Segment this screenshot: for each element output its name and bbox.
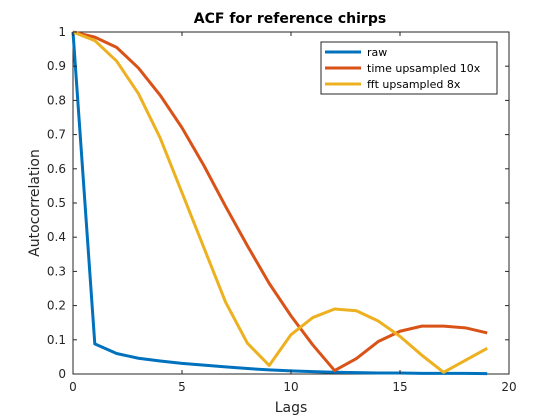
y-tick-label: 0.8 — [47, 93, 66, 107]
y-tick-label: 0.9 — [47, 59, 66, 73]
x-tick-label: 10 — [283, 380, 298, 394]
series-group — [71, 30, 488, 376]
legend-entry-1: time upsampled 10x — [367, 62, 481, 75]
y-tick-label: 0.6 — [47, 162, 66, 176]
x-tick-label: 5 — [178, 380, 186, 394]
x-tick-label: 15 — [392, 380, 407, 394]
legend: raw time upsampled 10x fft upsampled 8x — [320, 41, 498, 95]
y-tick-label: 0.4 — [47, 230, 66, 244]
series-line-2 — [72, 30, 488, 374]
y-tick-label: 0.3 — [47, 264, 66, 278]
legend-entry-0: raw — [367, 46, 387, 59]
x-tick-label: 0 — [69, 380, 77, 394]
legend-entry-2: fft upsampled 8x — [367, 78, 461, 91]
chart-title: ACF for reference chirps — [194, 11, 386, 27]
y-tick-label: 0.5 — [47, 196, 66, 210]
y-tick-label: 0.7 — [47, 128, 66, 142]
ticks-group: 0 5 10 15 20 0 0.1 0.2 0.3 0.4 0.5 0.6 0.7 0.8 0.9 1 — [47, 25, 517, 394]
y-tick-label: 0.2 — [47, 299, 66, 313]
y-tick-label: 1 — [58, 25, 66, 39]
y-axis-label: Autocorrelation — [27, 149, 43, 257]
x-tick-label: 20 — [501, 380, 516, 394]
x-axis-label: Lags — [275, 400, 308, 416]
series-line-1 — [72, 30, 488, 373]
y-tick-label: 0 — [58, 367, 66, 381]
y-tick-label: 0.1 — [47, 333, 66, 347]
series-line-0 — [71, 31, 488, 376]
